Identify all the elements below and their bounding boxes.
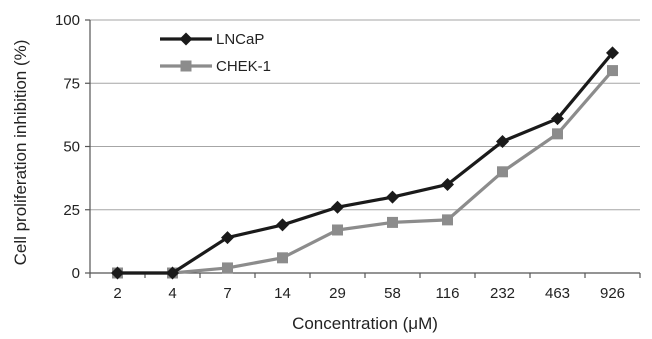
- x-tick-label: 14: [274, 285, 291, 302]
- data-point-lncap: [441, 177, 454, 191]
- gridlines: [90, 19, 640, 211]
- y-tick-label: 50: [63, 139, 80, 156]
- data-point-chek-1: [607, 65, 618, 77]
- series-chek-1: [112, 65, 618, 279]
- series-line-lncap: [117, 51, 614, 275]
- x-tick-label: 116: [436, 285, 460, 302]
- x-tick-label: 463: [545, 285, 570, 302]
- data-point-lncap: [386, 190, 399, 204]
- data-point-lncap: [496, 134, 509, 148]
- data-point-chek-1: [387, 216, 398, 228]
- data-point-lncap: [221, 231, 234, 245]
- legend-label-lncap: LNCaP: [216, 31, 264, 48]
- legend-marker-chek-1: [180, 60, 192, 72]
- x-tick-label: 2: [113, 285, 121, 302]
- legend-item-chek-1: CHEK-1: [160, 58, 271, 75]
- x-tick-label: 29: [329, 285, 346, 302]
- y-axis-title: Cell proliferation inhibition (%): [11, 40, 30, 266]
- data-point-lncap: [606, 46, 619, 60]
- data-point-lncap: [276, 218, 289, 232]
- data-point-chek-1: [552, 128, 563, 140]
- y-tick-label: 75: [63, 75, 80, 92]
- legend-label-chek-1: CHEK-1: [216, 58, 271, 75]
- x-tick-label: 7: [223, 285, 231, 302]
- legend-marker-lncap: [179, 32, 193, 46]
- data-point-chek-1: [332, 224, 343, 236]
- x-tick-label: 926: [600, 285, 625, 302]
- axis-titles: Concentration (μM) Cell proliferation in…: [11, 40, 438, 333]
- legend: LNCaP CHEK-1: [160, 31, 271, 75]
- legend-item-lncap: LNCaP: [160, 31, 264, 48]
- data-point-chek-1: [277, 252, 288, 264]
- data-point-chek-1: [222, 262, 233, 274]
- data-point-lncap: [111, 266, 124, 280]
- x-tick-label: 4: [168, 285, 176, 302]
- data-point-lncap: [166, 266, 179, 280]
- data-point-chek-1: [442, 214, 453, 226]
- x-tick-label: 58: [384, 285, 401, 302]
- series-line-chek-1: [117, 69, 614, 275]
- series-lncap: [111, 46, 619, 280]
- data-point-lncap: [331, 200, 344, 214]
- series: [111, 46, 619, 280]
- data-point-lncap: [551, 112, 564, 126]
- data-point-chek-1: [497, 166, 508, 178]
- y-tick-label: 0: [72, 265, 80, 282]
- y-tick-label: 25: [63, 202, 80, 219]
- x-axis-title: Concentration (μM): [292, 314, 438, 333]
- axes: 0 25 50 75 100 2 4 7 14 29 58 116 232 463 926: [55, 12, 641, 302]
- y-tick-label: 100: [55, 12, 80, 29]
- x-tick-label: 232: [490, 285, 515, 302]
